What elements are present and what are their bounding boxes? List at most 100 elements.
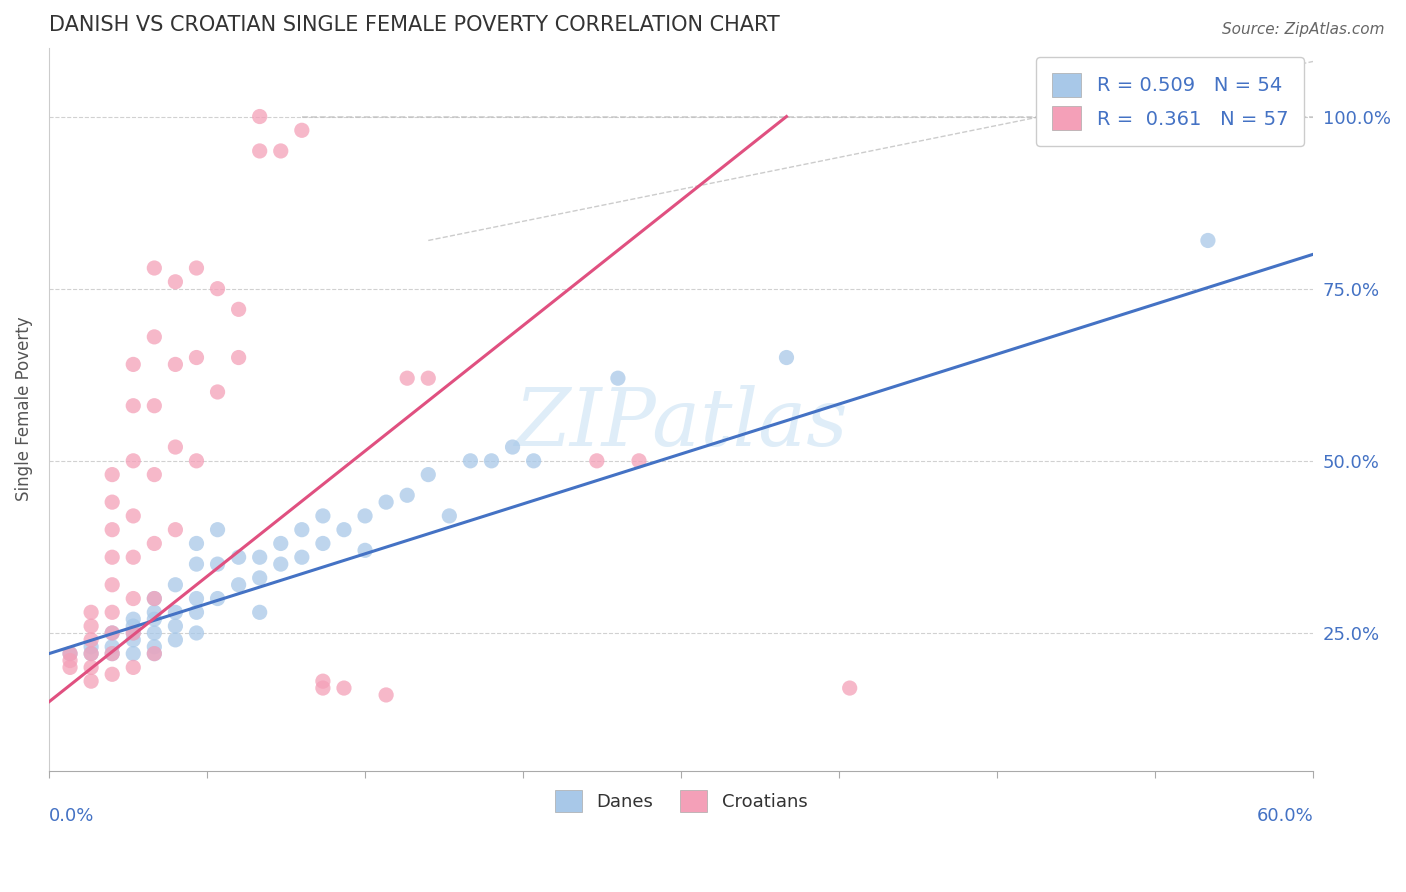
Point	[122, 626, 145, 640]
Text: DANISH VS CROATIAN SINGLE FEMALE POVERTY CORRELATION CHART: DANISH VS CROATIAN SINGLE FEMALE POVERTY…	[49, 15, 780, 35]
Point	[122, 647, 145, 661]
Point	[122, 660, 145, 674]
Point	[80, 632, 103, 647]
Point	[122, 399, 145, 413]
Point	[165, 275, 187, 289]
Point	[312, 508, 335, 523]
Point	[396, 488, 419, 502]
Point	[101, 495, 124, 509]
Point	[80, 660, 103, 674]
Point	[59, 647, 82, 661]
Point	[228, 550, 250, 565]
Point	[418, 467, 440, 482]
Point	[80, 647, 103, 661]
Point	[186, 260, 208, 275]
Point	[207, 282, 229, 296]
Point	[249, 605, 271, 619]
Point	[291, 550, 314, 565]
Point	[606, 371, 628, 385]
Point	[249, 550, 271, 565]
Point	[439, 508, 461, 523]
Point	[122, 591, 145, 606]
Point	[101, 626, 124, 640]
Point	[312, 674, 335, 689]
Point	[1197, 234, 1219, 248]
Text: ZIPatlas: ZIPatlas	[515, 384, 848, 462]
Point	[143, 647, 166, 661]
Point	[291, 523, 314, 537]
Point	[354, 508, 377, 523]
Point	[186, 454, 208, 468]
Point	[502, 440, 524, 454]
Point	[375, 688, 398, 702]
Point	[585, 454, 607, 468]
Point	[165, 632, 187, 647]
Point	[291, 123, 314, 137]
Point	[143, 467, 166, 482]
Point	[101, 467, 124, 482]
Point	[122, 508, 145, 523]
Point	[249, 571, 271, 585]
Point	[627, 454, 650, 468]
Point	[101, 550, 124, 565]
Y-axis label: Single Female Poverty: Single Female Poverty	[15, 317, 32, 501]
Point	[80, 674, 103, 689]
Point	[228, 578, 250, 592]
Point	[101, 523, 124, 537]
Point	[270, 536, 292, 550]
Point	[143, 626, 166, 640]
Point	[270, 557, 292, 571]
Point	[312, 681, 335, 695]
Point	[143, 591, 166, 606]
Point	[122, 626, 145, 640]
Point	[186, 591, 208, 606]
Point	[122, 612, 145, 626]
Point	[165, 605, 187, 619]
Point	[59, 647, 82, 661]
Point	[122, 632, 145, 647]
Point	[186, 536, 208, 550]
Point	[249, 144, 271, 158]
Point	[80, 619, 103, 633]
Text: 0.0%: 0.0%	[49, 807, 94, 825]
Point	[481, 454, 503, 468]
Point	[838, 681, 860, 695]
Point	[186, 626, 208, 640]
Point	[312, 536, 335, 550]
Point	[207, 591, 229, 606]
Point	[143, 260, 166, 275]
Point	[101, 626, 124, 640]
Point	[80, 640, 103, 654]
Point	[143, 612, 166, 626]
Point	[186, 557, 208, 571]
Point	[333, 681, 356, 695]
Point	[228, 302, 250, 317]
Point	[101, 605, 124, 619]
Point	[207, 557, 229, 571]
Point	[460, 454, 482, 468]
Point	[143, 536, 166, 550]
Point	[143, 640, 166, 654]
Point	[80, 647, 103, 661]
Point	[80, 605, 103, 619]
Text: 60.0%: 60.0%	[1257, 807, 1313, 825]
Point	[165, 523, 187, 537]
Point	[122, 619, 145, 633]
Point	[143, 330, 166, 344]
Point	[333, 523, 356, 537]
Point	[375, 495, 398, 509]
Point	[186, 605, 208, 619]
Point	[396, 371, 419, 385]
Point	[249, 110, 271, 124]
Point	[270, 144, 292, 158]
Point	[165, 578, 187, 592]
Point	[59, 653, 82, 667]
Point	[207, 523, 229, 537]
Point	[122, 454, 145, 468]
Point	[143, 647, 166, 661]
Point	[775, 351, 797, 365]
Legend: Danes, Croatians: Danes, Croatians	[540, 776, 823, 827]
Point	[101, 647, 124, 661]
Point	[207, 384, 229, 399]
Point	[165, 440, 187, 454]
